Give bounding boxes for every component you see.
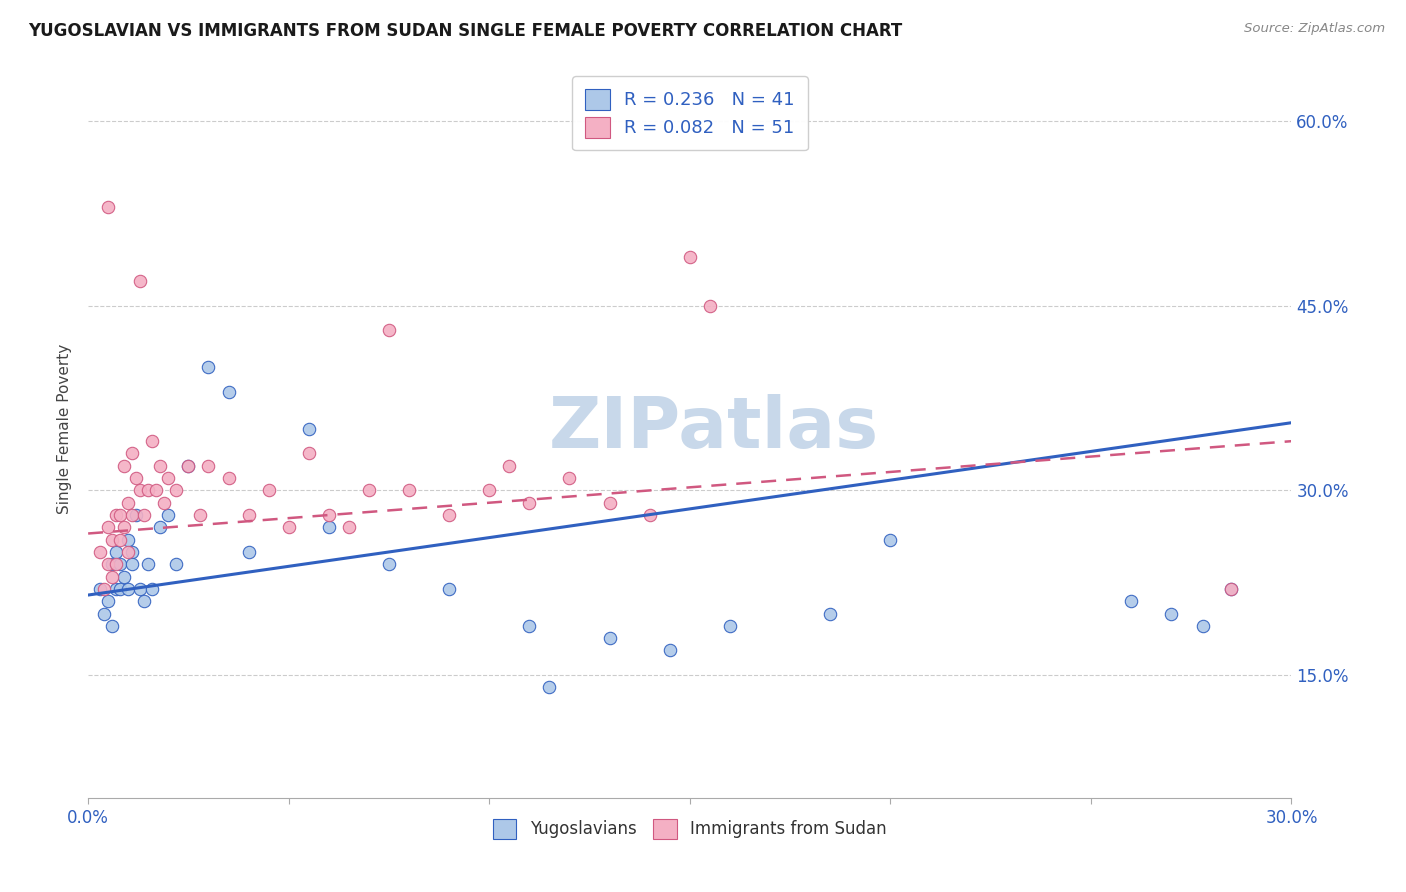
Point (1160, 607, 1182, 621)
Point (357, 483, 380, 498)
Point (658, 643, 681, 657)
Point (378, 323, 401, 337)
Point (599, 631, 621, 645)
Legend: Yugoslavians, Immigrants from Sudan: Yugoslavians, Immigrants from Sudan (486, 813, 893, 846)
Point (121, 446, 143, 460)
Point (177, 458, 200, 473)
Point (105, 545, 128, 559)
Point (101, 569, 124, 583)
Point (97, 520, 120, 534)
Point (197, 458, 219, 473)
Point (165, 483, 187, 498)
Point (1119, 594, 1142, 608)
Point (110, 508, 132, 522)
Point (197, 360, 219, 375)
Point (238, 508, 260, 522)
Point (93, 607, 115, 621)
Point (110, 533, 132, 547)
Point (519, 496, 541, 510)
Point (699, 299, 721, 313)
Point (121, 558, 143, 572)
Point (177, 458, 200, 473)
Point (298, 422, 321, 436)
Point (318, 508, 340, 522)
Point (337, 520, 360, 534)
Point (101, 533, 124, 547)
Point (121, 545, 143, 559)
Point (97, 200, 120, 214)
Point (398, 483, 420, 498)
Point (149, 520, 172, 534)
Point (121, 508, 143, 522)
Point (101, 619, 124, 633)
Point (101, 558, 124, 572)
Point (89, 582, 111, 596)
Point (117, 533, 139, 547)
Point (97, 558, 120, 572)
Point (112, 569, 135, 583)
Point (558, 471, 581, 485)
Point (105, 508, 128, 522)
Point (165, 558, 187, 572)
Point (134, 594, 156, 608)
Point (157, 508, 180, 522)
Point (1192, 619, 1215, 633)
Point (638, 508, 661, 522)
Point (1220, 582, 1243, 596)
Y-axis label: Single Female Poverty: Single Female Poverty (58, 343, 72, 514)
Point (129, 483, 152, 498)
Point (498, 458, 520, 473)
Point (818, 607, 841, 621)
Point (141, 582, 163, 596)
Point (153, 496, 176, 510)
Point (112, 458, 135, 473)
Point (318, 520, 340, 534)
Point (129, 274, 152, 288)
Point (117, 496, 139, 510)
Point (378, 558, 401, 572)
Point (89, 545, 111, 559)
Point (718, 619, 741, 633)
Point (238, 545, 260, 559)
Text: YUGOSLAVIAN VS IMMIGRANTS FROM SUDAN SINGLE FEMALE POVERTY CORRELATION CHART: YUGOSLAVIAN VS IMMIGRANTS FROM SUDAN SIN… (28, 22, 903, 40)
Point (538, 681, 561, 695)
Point (1220, 582, 1243, 596)
Point (117, 582, 139, 596)
Point (519, 619, 541, 633)
Point (599, 496, 621, 510)
Point (134, 508, 156, 522)
Point (257, 483, 280, 498)
Point (149, 458, 172, 473)
Point (437, 582, 460, 596)
Point (157, 471, 180, 485)
Point (129, 582, 152, 596)
Point (218, 384, 240, 399)
Text: ZIPatlas: ZIPatlas (548, 394, 879, 463)
Point (478, 483, 501, 498)
Point (97, 594, 120, 608)
Point (679, 250, 702, 264)
Point (141, 434, 163, 449)
Point (277, 520, 299, 534)
Point (145, 483, 167, 498)
Point (125, 508, 148, 522)
Point (879, 533, 901, 547)
Text: Source: ZipAtlas.com: Source: ZipAtlas.com (1244, 22, 1385, 36)
Point (110, 558, 132, 572)
Point (190, 508, 212, 522)
Point (110, 582, 132, 596)
Point (112, 520, 135, 534)
Point (125, 471, 148, 485)
Point (105, 582, 128, 596)
Point (298, 446, 321, 460)
Point (437, 508, 460, 522)
Point (117, 545, 139, 559)
Point (136, 558, 159, 572)
Point (136, 483, 159, 498)
Point (105, 558, 128, 572)
Point (218, 471, 240, 485)
Point (93, 582, 115, 596)
